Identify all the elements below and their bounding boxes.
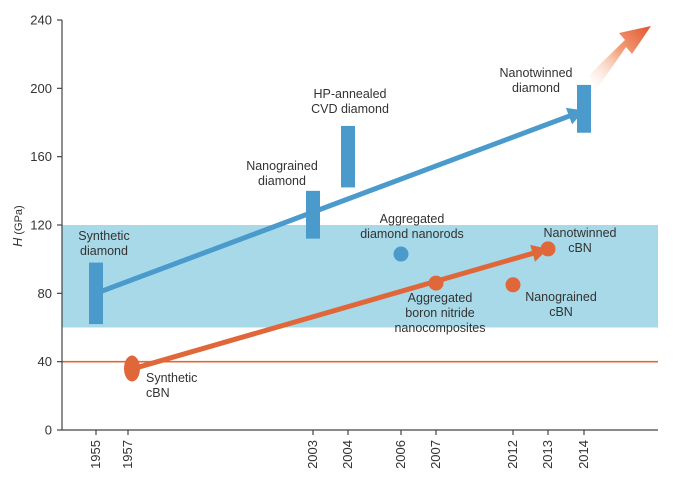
y-tick-label-160: 160 (30, 149, 52, 164)
cbn-point-2013 (540, 241, 556, 257)
diamond-bar-2004 (341, 125, 355, 188)
y-tick-label-120: 120 (30, 218, 52, 233)
y-tick-label-80: 80 (38, 286, 52, 301)
x-tick-label-2012: 2012 (505, 440, 520, 469)
diamond-bar-2014 (577, 84, 591, 133)
y-tick-label-200: 200 (30, 81, 52, 96)
x-tick-label-2007: 2007 (428, 440, 443, 469)
diamond-label-2014: Nanotwinned diamond (500, 66, 573, 95)
cbn-label-2013: Nanotwinned cBN (544, 226, 617, 255)
x-tick-label-2013: 2013 (540, 440, 555, 469)
diamond-trend-arrow-shaft (95, 113, 572, 296)
x-tick-label-1957: 1957 (120, 440, 135, 469)
cbn-point-2007 (428, 275, 444, 291)
cbn-point-2012 (505, 277, 521, 293)
cbn-label-2007: Aggregated boron nitride nanocomposites (394, 291, 485, 335)
x-tick-label-2014: 2014 (576, 440, 591, 469)
x-tick-label-2004: 2004 (340, 440, 355, 469)
cbn-trend-arrow-shaft (127, 250, 535, 373)
cbn-point-1957 (124, 355, 140, 382)
y-tick-label-240: 240 (30, 13, 52, 28)
diamond-label-1955: Synthetic diamond (78, 229, 129, 258)
diamond-bar-1955 (89, 262, 103, 325)
x-tick-label-2003: 2003 (305, 440, 320, 469)
diamond-label-2004: HP-annealed CVD diamond (311, 87, 389, 116)
y-tick-label-0: 0 (45, 423, 52, 438)
x-tick-label-2006: 2006 (393, 440, 408, 469)
future-trend-arrow-icon (589, 26, 651, 90)
cbn-label-1957: Synthetic cBN (146, 371, 197, 400)
y-axis-label: H (GPa) (11, 205, 25, 246)
diamond-point-2006 (393, 246, 409, 262)
x-tick-label-1955: 1955 (88, 440, 103, 469)
cbn-label-2012: Nanograined cBN (525, 290, 597, 319)
diamond-label-2003: Nanograined diamond (246, 159, 318, 188)
diamond-label-2006: Aggregated diamond nanorods (360, 212, 464, 241)
y-tick-label-40: 40 (38, 354, 52, 369)
shaded-band (62, 225, 658, 328)
diamond-bar-2003 (306, 190, 320, 239)
